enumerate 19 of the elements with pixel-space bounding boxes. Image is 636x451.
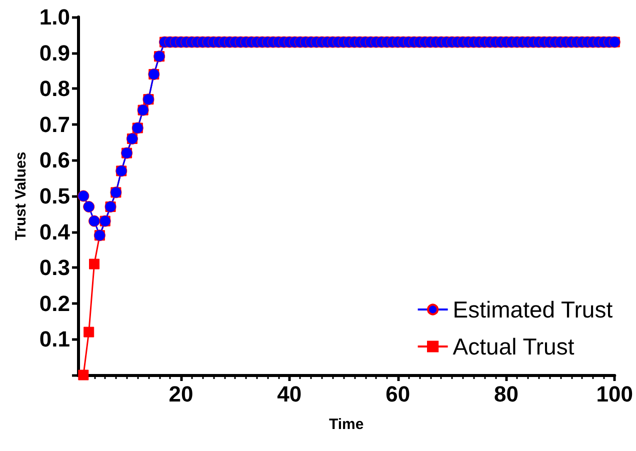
y-axis-title: Trust Values — [12, 152, 30, 240]
legend-label: Actual Trust — [452, 334, 575, 360]
y-tick-label: 0.4 — [39, 219, 71, 244]
legend-label: Estimated Trust — [452, 296, 614, 322]
y-tick-label: 0.6 — [39, 148, 70, 173]
y-tick-label: 0.7 — [39, 112, 70, 137]
y-tick-label: 0.9 — [39, 40, 70, 66]
y-tick-label: 0.2 — [39, 290, 70, 316]
x-tick-label: 40 — [277, 382, 302, 406]
y-tick-label: 1.0 — [39, 4, 70, 30]
y-tick-label: 0.5 — [39, 184, 70, 208]
x-axis-title: Time — [328, 416, 364, 433]
x-tick-label: 80 — [494, 382, 518, 406]
y-tick-label: 0.3 — [39, 255, 70, 280]
x-tick-label: 20 — [168, 382, 194, 406]
y-tick-label: 0.8 — [39, 76, 70, 102]
x-tick-label: 60 — [386, 382, 410, 406]
y-tick-label: 0.1 — [39, 326, 70, 352]
x-tick-label: 100 — [596, 382, 634, 406]
